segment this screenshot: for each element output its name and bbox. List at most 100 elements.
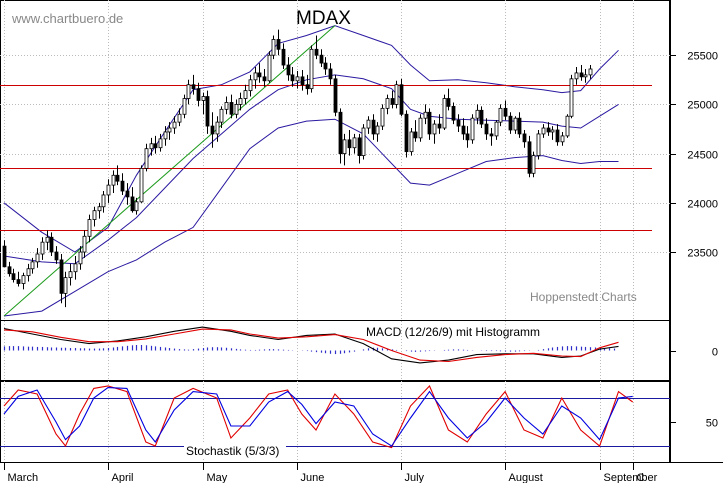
candle [413, 120, 418, 142]
candle [87, 214, 92, 243]
candle-body [224, 102, 229, 110]
candle [583, 68, 588, 83]
candle [394, 80, 399, 109]
bollinger-upper [3, 25, 619, 253]
candle [427, 108, 432, 140]
candle [92, 206, 97, 227]
candle-body [338, 111, 343, 155]
candle [361, 124, 366, 160]
candle [357, 133, 362, 164]
candle [125, 183, 130, 205]
x-tick-label: April [112, 472, 134, 483]
candle [479, 106, 484, 129]
candle [446, 88, 451, 111]
x-tick-label: August [509, 472, 543, 483]
candle-body [366, 119, 371, 129]
candle-body [286, 64, 291, 76]
candle-body [531, 155, 536, 174]
candle-body [21, 275, 26, 284]
candle-body [182, 98, 187, 115]
candle [158, 133, 163, 152]
candle [546, 122, 551, 136]
candle [513, 116, 518, 134]
bollinger-middle [3, 74, 619, 265]
candle-body [446, 98, 451, 107]
candle-body [323, 62, 328, 70]
candle-body [238, 98, 243, 105]
candle [498, 104, 503, 127]
candle-body [101, 194, 106, 208]
candle [565, 114, 570, 138]
candle [224, 96, 229, 115]
candle [342, 133, 347, 166]
candle-body [139, 167, 144, 203]
candle [139, 165, 144, 203]
candle-body [115, 174, 120, 182]
candle [489, 128, 494, 146]
candle [569, 74, 574, 119]
candle [186, 79, 191, 105]
candle-body [68, 271, 73, 279]
candle [271, 35, 276, 60]
candle [130, 187, 135, 213]
candle-body [243, 90, 248, 99]
candle [196, 82, 201, 107]
candle-body [328, 68, 333, 80]
candle [267, 51, 272, 83]
candle-body [125, 190, 130, 198]
candle-body [219, 108, 224, 123]
candle-body [508, 115, 513, 131]
candle [163, 126, 168, 146]
candle [451, 102, 456, 125]
candle [323, 57, 328, 75]
candle-body [234, 104, 239, 115]
candle-body [78, 251, 83, 265]
y-tick-label: 23500 [687, 248, 718, 260]
candle-body [574, 72, 579, 80]
candle [167, 122, 172, 140]
candle [560, 131, 565, 146]
candle-body [7, 266, 12, 275]
candle-body [215, 121, 220, 135]
candle-body [92, 210, 97, 220]
candle-body [163, 131, 168, 140]
candle [305, 74, 310, 95]
candle [465, 126, 470, 148]
candle [437, 114, 442, 134]
candle-body [248, 79, 253, 92]
candle [536, 130, 541, 160]
candle-body [26, 268, 31, 277]
candle [352, 133, 357, 154]
candle [314, 35, 319, 60]
candle-body [465, 133, 470, 141]
candle [45, 230, 50, 251]
candle-body [352, 137, 357, 149]
candle [432, 120, 437, 144]
macd-label: MACD (12/26/9) mit Histogramm [366, 325, 540, 339]
candle [205, 90, 210, 134]
x-tick-label: June [301, 472, 325, 483]
candle-body [489, 133, 494, 137]
candle [115, 165, 120, 186]
candle-body [333, 78, 338, 113]
candle [380, 104, 385, 130]
candle [456, 114, 461, 132]
y-tick-label: 25500 [687, 51, 718, 63]
candle [229, 94, 234, 119]
x-tick-label: May [207, 472, 228, 483]
chart-title: MDAX [296, 8, 351, 29]
candle-body [503, 107, 508, 117]
candle-body [97, 206, 102, 212]
y-tick-label: 24500 [687, 150, 718, 162]
candle [574, 67, 579, 85]
candle-body [82, 235, 87, 253]
bollinger-lower [3, 118, 619, 317]
candle-body [40, 241, 45, 255]
candle [300, 69, 305, 91]
candle [541, 124, 546, 138]
macd-zero-label: 0 [712, 347, 718, 359]
candle-body [409, 131, 414, 153]
candle-body [375, 125, 380, 135]
candle [276, 29, 281, 56]
candle [531, 151, 536, 178]
